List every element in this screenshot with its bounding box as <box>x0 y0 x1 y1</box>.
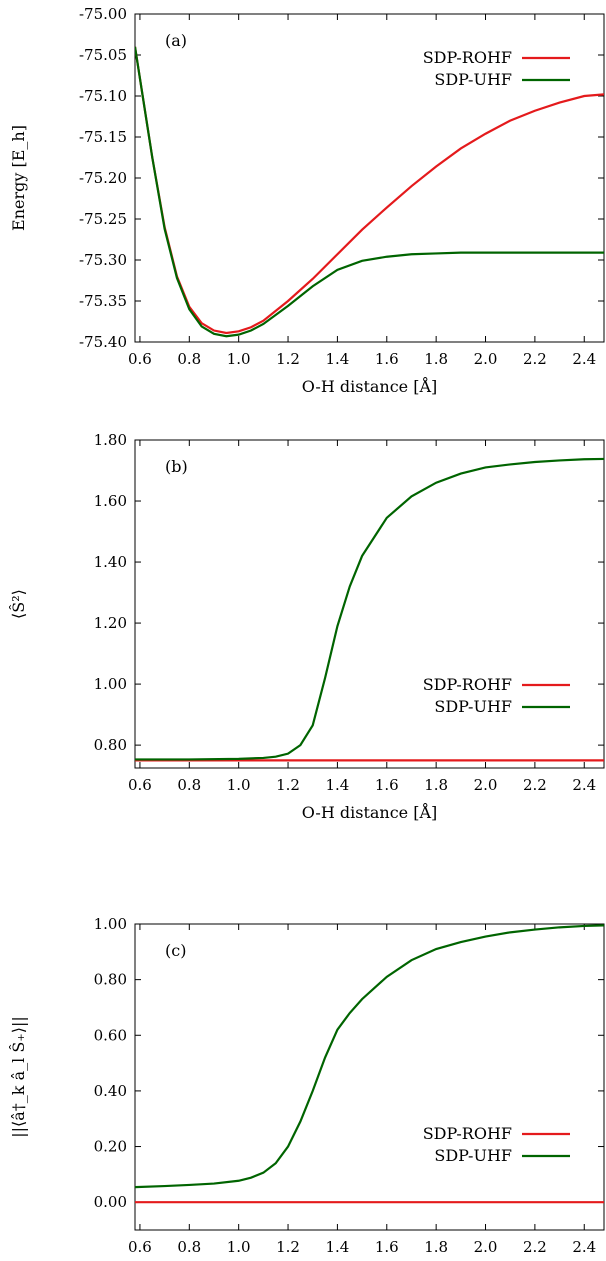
y-tick-label: -75.25 <box>79 210 127 228</box>
panel-label: (a) <box>165 31 187 50</box>
series-line-sdp-uhf <box>135 457 604 761</box>
y-tick-label: 0.60 <box>94 1026 127 1044</box>
x-tick-label: 0.6 <box>128 1238 152 1256</box>
x-tick-label: 1.6 <box>375 1238 399 1256</box>
plot-frame <box>134 439 605 769</box>
y-tick-label: 1.40 <box>94 553 127 571</box>
x-tick-label: 0.6 <box>128 776 152 794</box>
x-tick-label: 0.8 <box>177 776 201 794</box>
legend-entry-sdp-rohf: SDP-ROHF <box>423 48 512 67</box>
legend-entry-sdp-uhf: SDP-UHF <box>434 1146 512 1165</box>
panel-b: 0.6 0.8 1.0 1.2 1.4 1.6 1.8 2.0 2.2 2.4 0.80 1.00 1.… <box>8 431 605 822</box>
y-tick-label: 0.80 <box>94 736 127 754</box>
y-tick-label: -75.15 <box>79 128 127 146</box>
x-tick-label: 1.0 <box>227 776 251 794</box>
x-tick-label: 2.2 <box>523 776 547 794</box>
y-tick-label: 1.00 <box>94 915 127 933</box>
x-tick-label: 1.2 <box>276 1238 300 1256</box>
panel-a: 0.6 0.8 1.0 1.2 1.4 1.6 1.8 2.0 2.2 2.4 -75.00 -75.… <box>9 5 605 396</box>
x-tick-label: 1.2 <box>276 776 300 794</box>
y-axis-label: ⟨Ŝ²⟩ <box>8 589 28 619</box>
series-line-sdp-uhf <box>135 924 604 1189</box>
y-tick-label: -75.05 <box>79 46 127 64</box>
y-tick-label: 0.00 <box>94 1193 127 1211</box>
x-tick-label: 1.8 <box>424 776 448 794</box>
legend-entry-sdp-rohf: SDP-ROHF <box>423 675 512 694</box>
series-line-sdp-rohf <box>135 46 604 335</box>
panel-c: 0.6 0.8 1.0 1.2 1.4 1.6 1.8 2.0 2.2 2.4 0.00 0.20 0.… <box>8 915 605 1256</box>
x-tick-label: 2.4 <box>572 776 596 794</box>
y-tick-label: -75.00 <box>79 5 127 23</box>
x-tick-label: 0.8 <box>177 1238 201 1256</box>
y-tick-label: 1.20 <box>94 614 127 632</box>
y-axis-label: Energy [E_h] <box>9 125 28 231</box>
plot-frame <box>134 13 605 343</box>
x-tick-label: 1.8 <box>424 350 448 368</box>
x-tick-label: 0.6 <box>128 350 152 368</box>
x-tick-label: 1.4 <box>325 776 349 794</box>
y-tick-label: -75.35 <box>79 292 127 310</box>
y-tick-label: 0.20 <box>94 1138 127 1156</box>
x-tick-label: 2.0 <box>474 1238 498 1256</box>
y-tick-label: 0.80 <box>94 971 127 989</box>
panel-label: (b) <box>165 457 188 476</box>
y-tick-label: 0.40 <box>94 1082 127 1100</box>
x-tick-label: 1.6 <box>375 776 399 794</box>
legend-entry-sdp-uhf: SDP-UHF <box>434 70 512 89</box>
x-tick-label: 1.2 <box>276 350 300 368</box>
x-tick-label: 1.0 <box>227 1238 251 1256</box>
x-tick-label: 2.4 <box>572 350 596 368</box>
x-tick-label: 2.0 <box>474 350 498 368</box>
y-tick-label: 1.00 <box>94 675 127 693</box>
x-tick-label: 0.8 <box>177 350 201 368</box>
x-tick-label: 1.0 <box>227 350 251 368</box>
legend-entry-sdp-uhf: SDP-UHF <box>434 697 512 716</box>
x-axis-label: O-H distance [Å] <box>302 376 438 396</box>
plot-frame <box>134 923 605 1231</box>
x-tick-label: 1.6 <box>375 350 399 368</box>
x-tick-label: 2.2 <box>523 350 547 368</box>
x-tick-label: 2.2 <box>523 1238 547 1256</box>
series-line-sdp-uhf <box>135 46 604 338</box>
y-tick-label: 1.80 <box>94 431 127 449</box>
x-tick-label: 1.4 <box>325 1238 349 1256</box>
x-tick-label: 2.0 <box>474 776 498 794</box>
x-tick-label: 1.8 <box>424 1238 448 1256</box>
y-tick-label: -75.20 <box>79 169 127 187</box>
y-tick-label: 1.60 <box>94 492 127 510</box>
y-tick-label: -75.40 <box>79 333 127 351</box>
x-tick-label: 1.4 <box>325 350 349 368</box>
y-axis-label: ||⟨â†_k â_l Ŝ₊⟩|| <box>8 1016 28 1138</box>
x-tick-label: 2.4 <box>572 1238 596 1256</box>
legend-entry-sdp-rohf: SDP-ROHF <box>423 1124 512 1143</box>
panel-label: (c) <box>165 941 186 960</box>
y-tick-label: -75.10 <box>79 87 127 105</box>
x-axis-label: O-H distance [Å] <box>302 802 438 822</box>
y-tick-label: -75.30 <box>79 251 127 269</box>
